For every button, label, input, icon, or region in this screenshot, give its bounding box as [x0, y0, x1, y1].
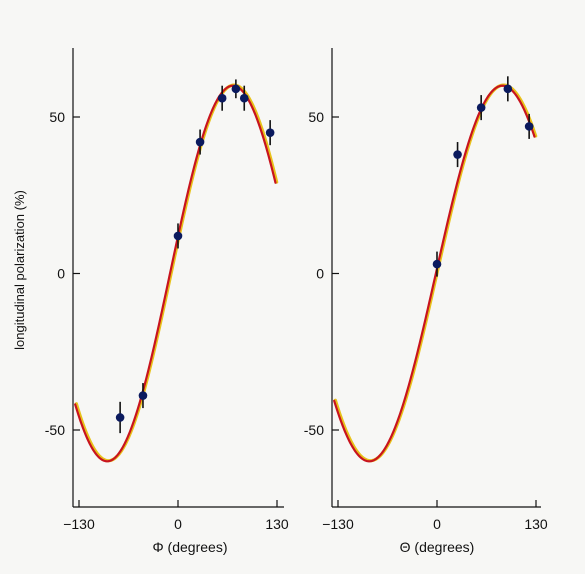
y-tick-label: 0 [316, 266, 324, 282]
x-tick-label: 130 [524, 516, 548, 532]
data-point [503, 84, 513, 94]
x-tick-label: 0 [174, 516, 182, 532]
fit-curve-yellow [74, 83, 279, 463]
chart-theta: 50 0 -50 −130 0 130 [304, 48, 548, 532]
y-tick-label: -50 [45, 422, 65, 438]
data-point [115, 413, 125, 422]
data-point [453, 150, 462, 159]
y-tick-label: 50 [49, 109, 65, 125]
y-tick-label: -50 [304, 422, 324, 438]
y-tick-label: 0 [57, 266, 65, 282]
y-tick-label: 50 [308, 109, 324, 125]
x-tick-label: −130 [322, 516, 354, 532]
x-axis-label-phi: Φ (degrees) [153, 539, 228, 555]
chart-phi: 50 0 -50 −130 0 130 [45, 48, 289, 532]
fit-curve-red [333, 84, 536, 463]
x-axis-label-theta: Θ (degrees) [400, 539, 475, 555]
fit-curve-red [74, 84, 277, 463]
data-point [476, 103, 486, 112]
x-tick-label: 130 [265, 516, 289, 532]
data-point [231, 84, 241, 94]
data-point [173, 231, 183, 241]
data-point [524, 122, 534, 131]
data-point [195, 137, 205, 147]
data-point [432, 259, 442, 269]
x-tick-label: −130 [63, 516, 95, 532]
y-axis-label: longitudinal polarization (%) [12, 190, 27, 350]
x-tick-label: 0 [433, 516, 441, 532]
data-point [217, 93, 227, 103]
data-point [239, 93, 249, 103]
data-point [265, 128, 275, 137]
data-point [138, 391, 148, 400]
